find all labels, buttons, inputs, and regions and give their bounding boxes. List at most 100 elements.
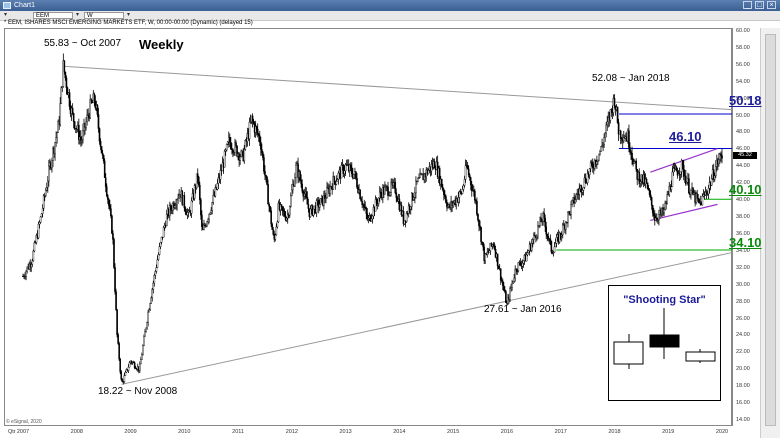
candle-body [128, 362, 131, 368]
candle-body [149, 303, 151, 310]
candle-body [658, 214, 660, 221]
minimize-button[interactable]: _ [743, 1, 752, 9]
candle-body [588, 168, 591, 176]
shooting-star-inset: "Shooting Star" [608, 285, 721, 401]
candle-body [66, 87, 69, 96]
candle-body [81, 139, 83, 141]
candle-body [349, 164, 352, 168]
candle-body [645, 178, 648, 183]
candle-body [545, 226, 548, 235]
maximize-button[interactable]: □ [755, 1, 764, 9]
candle-body [160, 236, 163, 243]
candle-body [277, 202, 280, 223]
candle-body [235, 142, 237, 147]
candle-body [552, 251, 555, 254]
candle-body [56, 132, 58, 138]
candle-body [133, 362, 136, 369]
candle-body [452, 202, 454, 207]
candle-body [721, 155, 723, 159]
time-tick-label: 2009 [124, 429, 137, 435]
candle-body [464, 165, 467, 180]
candle-body [474, 190, 476, 201]
candle-body [153, 275, 156, 284]
candle-body [157, 254, 160, 260]
interval-input[interactable]: W [84, 12, 124, 19]
candle-body [71, 107, 74, 114]
plot-area[interactable] [4, 28, 732, 426]
candle-body [201, 214, 203, 227]
candle-body [582, 187, 585, 191]
candle-body [94, 100, 97, 109]
candle-body [302, 190, 305, 197]
candle-body [225, 143, 228, 151]
candle-body [466, 164, 469, 170]
menu-icon[interactable]: ▾ [3, 12, 7, 18]
candle-body [73, 121, 76, 129]
inset-title: "Shooting Star" [623, 294, 706, 306]
candle-body [282, 210, 285, 212]
candle-body [108, 199, 110, 206]
candle-body [650, 197, 653, 206]
candle-body [375, 199, 378, 203]
candle-body [702, 194, 705, 197]
scrollbar-thumb[interactable] [765, 34, 776, 426]
candle-body [599, 151, 601, 155]
candle-body [117, 334, 119, 344]
vertical-scrollbar[interactable] [760, 28, 780, 438]
candle-body [458, 191, 461, 198]
candle-body [631, 152, 633, 160]
symbol-dropdown-icon[interactable]: ▾ [75, 12, 79, 18]
candle-body [647, 188, 650, 191]
candle-body [265, 174, 267, 178]
candle-body [493, 244, 496, 250]
candle-body [115, 291, 117, 310]
price-tick-label: 42.00 [736, 180, 750, 187]
candle-body [337, 172, 340, 180]
candle-body [62, 60, 65, 87]
candle-body [239, 156, 241, 161]
inset-candle-1-body [613, 341, 644, 365]
candle-body [395, 192, 398, 198]
time-tick-label: 2016 [500, 429, 514, 435]
window-titlebar: Chart1 _ □ × [0, 0, 780, 11]
interval-dropdown-icon[interactable]: ▾ [126, 12, 130, 18]
candle-body [635, 160, 637, 170]
candle-body [232, 149, 234, 153]
candle-body [196, 173, 199, 178]
candle-body [379, 191, 382, 194]
candle-body [292, 183, 294, 191]
candle-body [323, 195, 325, 206]
candle-body [329, 186, 331, 194]
candle-body [89, 99, 92, 119]
candle-body [613, 97, 616, 107]
candle-body [121, 378, 124, 383]
candle-body [139, 363, 141, 371]
candle-body [567, 212, 569, 223]
candle-body [55, 137, 57, 143]
price-tick-label: 18.00 [736, 383, 750, 390]
symbol-input[interactable]: EEM [33, 12, 73, 19]
candle-body [517, 262, 520, 272]
candle-body [263, 157, 265, 172]
candle-body [307, 204, 310, 209]
close-button[interactable]: × [767, 1, 776, 9]
candle-body [39, 216, 42, 223]
candle-body [248, 122, 251, 140]
price-tick-label: 56.00 [736, 61, 750, 68]
candle-body [100, 146, 103, 154]
candle-body [109, 205, 111, 209]
time-tick-label: 2015 [447, 429, 460, 435]
candle-body [525, 254, 528, 262]
candle-body [43, 195, 46, 197]
trendline-upper [63, 65, 733, 111]
candle-body [667, 194, 670, 196]
candle-body [291, 189, 293, 196]
candle-body [90, 99, 93, 103]
candle-body [499, 268, 502, 281]
candle-body [388, 194, 390, 196]
time-axis[interactable] [4, 426, 732, 438]
candle-body [609, 109, 612, 121]
candle-body [111, 215, 113, 234]
price-axis[interactable] [732, 28, 761, 426]
